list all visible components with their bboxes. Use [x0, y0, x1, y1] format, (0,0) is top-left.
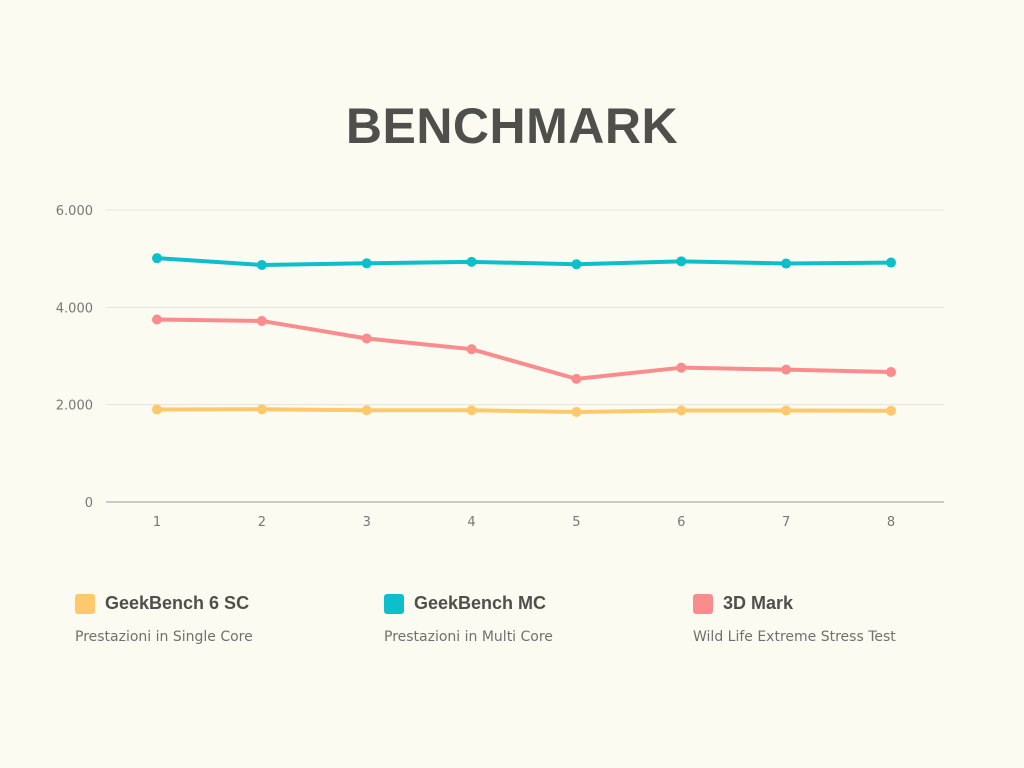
- data-point: [781, 258, 792, 269]
- data-point: [571, 259, 582, 270]
- chart-title: BENCHMARK: [345, 98, 679, 154]
- data-point: [152, 404, 162, 415]
- x-tick-label: 5: [572, 515, 580, 530]
- data-point: [152, 314, 162, 325]
- legend-description-3dmark: Wild Life Extreme Stress Test: [693, 629, 896, 645]
- data-point: [676, 405, 687, 416]
- x-tick-label: 3: [363, 515, 371, 530]
- data-point: [256, 315, 267, 326]
- legend-swatch-geekbench-mc: [384, 594, 404, 614]
- data-point: [361, 258, 372, 269]
- data-point: [256, 259, 267, 270]
- data-point: [152, 253, 162, 264]
- data-point: [466, 256, 477, 267]
- legend-swatch-geekbench-sc: [75, 594, 95, 614]
- legend-label-geekbench-sc: GeekBench 6 SC: [105, 593, 250, 613]
- x-tick-label: 8: [887, 515, 895, 530]
- legend-description-geekbench-sc: Prestazioni in Single Core: [75, 629, 253, 645]
- series-line: [155, 407, 893, 414]
- data-point: [256, 404, 267, 415]
- data-point: [781, 405, 792, 416]
- x-tick-label: 7: [782, 515, 790, 530]
- legend-label-geekbench-mc: GeekBench MC: [414, 593, 547, 613]
- data-point: [886, 257, 896, 268]
- data-point: [886, 367, 896, 378]
- legend-swatch-3dmark: [693, 594, 713, 614]
- data-point: [466, 405, 477, 416]
- legend-label-3dmark: 3D Mark: [723, 593, 794, 613]
- y-tick-label: 2.000: [56, 399, 93, 414]
- y-tick-label: 0: [85, 496, 93, 511]
- y-tick-label: 6.000: [56, 204, 93, 219]
- legend-description-geekbench-mc: Prestazioni in Multi Core: [384, 629, 553, 645]
- data-point: [676, 256, 687, 267]
- x-tick-label: 1: [153, 515, 161, 530]
- series-line: [155, 256, 893, 267]
- y-tick-label: 4.000: [56, 301, 93, 316]
- data-point: [361, 333, 372, 344]
- x-tick-label: 2: [258, 515, 266, 530]
- data-point: [361, 405, 372, 416]
- series-line: [155, 317, 893, 381]
- data-point: [781, 364, 792, 375]
- data-point: [466, 344, 477, 355]
- data-point: [571, 373, 582, 384]
- x-tick-label: 6: [677, 515, 685, 530]
- data-point: [571, 406, 582, 417]
- data-point: [886, 405, 896, 416]
- x-tick-label: 4: [467, 515, 475, 530]
- data-point: [676, 362, 687, 373]
